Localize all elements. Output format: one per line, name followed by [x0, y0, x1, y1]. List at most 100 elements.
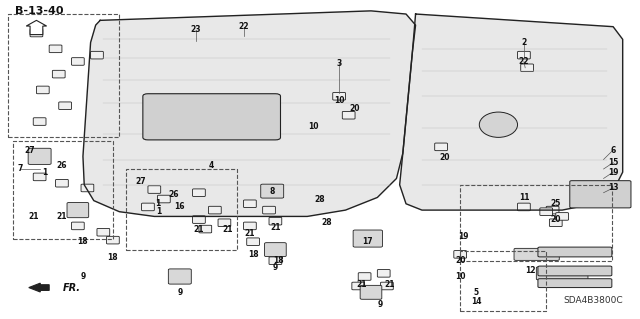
Text: 18: 18	[108, 253, 118, 262]
Text: 10: 10	[334, 97, 344, 106]
Text: 27: 27	[135, 176, 146, 186]
FancyBboxPatch shape	[72, 58, 84, 65]
Text: 21: 21	[356, 280, 367, 289]
FancyBboxPatch shape	[246, 238, 259, 246]
FancyBboxPatch shape	[264, 243, 286, 256]
FancyBboxPatch shape	[360, 286, 382, 299]
FancyBboxPatch shape	[518, 203, 531, 211]
Text: 18: 18	[77, 237, 88, 246]
Text: 19: 19	[458, 233, 468, 241]
Text: 18: 18	[248, 250, 259, 259]
Text: 19: 19	[608, 168, 618, 177]
FancyBboxPatch shape	[262, 206, 275, 214]
FancyBboxPatch shape	[352, 282, 365, 290]
Text: 16: 16	[175, 203, 185, 211]
Text: 21: 21	[222, 225, 233, 234]
Polygon shape	[399, 14, 623, 210]
Text: 20: 20	[350, 104, 360, 113]
Text: 21: 21	[57, 212, 67, 221]
FancyBboxPatch shape	[538, 266, 612, 276]
Bar	[125, 169, 237, 250]
FancyBboxPatch shape	[33, 118, 46, 125]
Text: 1: 1	[42, 168, 47, 177]
FancyBboxPatch shape	[514, 249, 559, 260]
FancyBboxPatch shape	[381, 282, 394, 290]
Text: FR.: FR.	[63, 283, 81, 293]
Text: 9: 9	[81, 272, 86, 281]
Text: 9: 9	[273, 263, 278, 271]
Text: 9: 9	[378, 300, 383, 309]
Text: 21: 21	[28, 212, 38, 221]
Text: 20: 20	[550, 215, 561, 224]
Text: 28: 28	[321, 218, 332, 227]
FancyBboxPatch shape	[353, 230, 383, 247]
Text: 1: 1	[155, 199, 160, 208]
Text: 10: 10	[308, 122, 319, 131]
FancyBboxPatch shape	[157, 195, 170, 203]
Text: 22: 22	[518, 57, 529, 66]
FancyBboxPatch shape	[218, 219, 231, 226]
Bar	[13, 141, 113, 239]
Text: 21: 21	[385, 280, 396, 289]
FancyBboxPatch shape	[36, 86, 49, 94]
FancyBboxPatch shape	[91, 51, 103, 59]
FancyBboxPatch shape	[546, 206, 559, 214]
FancyBboxPatch shape	[244, 222, 256, 230]
Text: 5: 5	[474, 288, 479, 297]
FancyBboxPatch shape	[538, 279, 612, 287]
FancyBboxPatch shape	[333, 93, 346, 100]
Text: 25: 25	[550, 199, 561, 208]
Text: 17: 17	[362, 237, 373, 246]
FancyBboxPatch shape	[49, 45, 62, 53]
Text: 28: 28	[315, 195, 325, 204]
FancyBboxPatch shape	[435, 143, 447, 151]
Text: B-13-40: B-13-40	[15, 6, 64, 16]
Text: 14: 14	[471, 297, 481, 306]
Polygon shape	[83, 11, 415, 216]
FancyBboxPatch shape	[199, 225, 212, 233]
Text: 18: 18	[273, 256, 284, 265]
Text: 27: 27	[25, 145, 35, 154]
FancyBboxPatch shape	[244, 200, 256, 208]
FancyBboxPatch shape	[56, 179, 68, 187]
Text: 26: 26	[168, 190, 179, 199]
Text: 21: 21	[270, 223, 281, 232]
FancyBboxPatch shape	[518, 51, 531, 59]
FancyBboxPatch shape	[521, 64, 534, 71]
Bar	[460, 185, 612, 261]
Text: 13: 13	[608, 183, 618, 192]
FancyArrow shape	[26, 20, 47, 34]
Text: 7: 7	[18, 165, 23, 174]
Text: 22: 22	[238, 22, 249, 31]
FancyBboxPatch shape	[141, 203, 154, 211]
Text: 12: 12	[525, 266, 536, 275]
FancyBboxPatch shape	[549, 219, 562, 226]
FancyBboxPatch shape	[536, 267, 588, 280]
FancyBboxPatch shape	[272, 248, 285, 255]
Text: 20: 20	[455, 256, 465, 265]
Text: 8: 8	[269, 187, 275, 196]
FancyBboxPatch shape	[72, 222, 84, 230]
FancyArrow shape	[29, 283, 49, 292]
Text: 6: 6	[611, 145, 616, 154]
FancyBboxPatch shape	[28, 148, 51, 164]
FancyBboxPatch shape	[556, 213, 568, 220]
Text: 23: 23	[191, 25, 201, 34]
FancyBboxPatch shape	[269, 217, 282, 225]
FancyBboxPatch shape	[342, 111, 355, 119]
FancyBboxPatch shape	[143, 94, 280, 140]
FancyBboxPatch shape	[33, 173, 46, 181]
FancyBboxPatch shape	[570, 181, 631, 208]
Text: 15: 15	[608, 158, 618, 167]
FancyBboxPatch shape	[168, 269, 191, 284]
FancyBboxPatch shape	[538, 247, 612, 257]
Bar	[460, 251, 546, 311]
FancyBboxPatch shape	[106, 236, 119, 244]
FancyBboxPatch shape	[52, 70, 65, 78]
Text: 4: 4	[209, 161, 214, 170]
FancyBboxPatch shape	[59, 102, 72, 109]
FancyBboxPatch shape	[454, 250, 467, 258]
Text: 21: 21	[244, 229, 255, 238]
Text: 11: 11	[518, 193, 529, 202]
FancyBboxPatch shape	[148, 186, 161, 193]
